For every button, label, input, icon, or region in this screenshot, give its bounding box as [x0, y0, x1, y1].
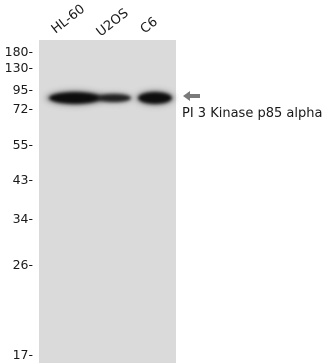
marker-55: 55- — [12, 137, 33, 152]
marker-34: 34- — [12, 211, 33, 226]
band-u2os — [97, 94, 131, 102]
target-protein-label: PI 3 Kinase p85 alpha — [182, 106, 323, 121]
arrow-left-icon — [183, 91, 200, 101]
band-c6 — [138, 92, 172, 104]
marker-130: 130- — [4, 60, 33, 75]
marker-17: 17- — [12, 347, 33, 362]
lane-label-c6: C6 — [137, 14, 161, 37]
lane-label-hl60: HL-60 — [48, 1, 88, 37]
western-blot-membrane — [39, 40, 176, 363]
marker-95: 95- — [12, 82, 33, 97]
marker-43: 43- — [12, 172, 33, 187]
marker-180: 180- — [4, 44, 33, 59]
marker-72: 72- — [12, 101, 33, 116]
band-hl60 — [49, 92, 101, 104]
marker-26: 26- — [12, 257, 33, 272]
lane-label-u2os: U2OS — [93, 5, 132, 40]
